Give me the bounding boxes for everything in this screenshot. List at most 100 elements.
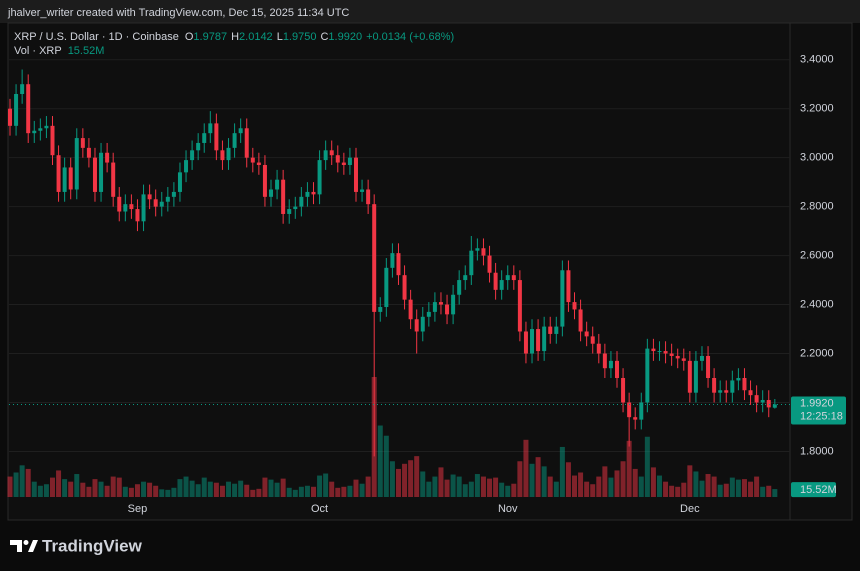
candle-body — [627, 402, 632, 418]
volume-bar — [474, 474, 480, 497]
volume-bar — [590, 484, 596, 497]
volume-bar — [565, 462, 571, 497]
volume-bar — [705, 474, 711, 497]
ohlc-value: 2.0142 — [239, 31, 273, 43]
volume-bar — [644, 436, 650, 497]
candle-body — [287, 209, 292, 214]
volume-value: 15.52M — [68, 45, 105, 57]
candle-body — [730, 380, 735, 393]
candle-body — [645, 348, 650, 403]
volume-bar — [754, 476, 760, 497]
header-bar — [0, 0, 860, 23]
volume-bar — [547, 476, 553, 497]
volume-bar — [43, 484, 49, 497]
candle-body — [517, 280, 522, 332]
candle-body — [712, 378, 717, 393]
ohlc-label: C — [320, 31, 328, 43]
volume-bar — [414, 456, 420, 497]
candle-body — [26, 84, 31, 134]
candle-body — [317, 160, 322, 195]
volume-bar — [462, 484, 468, 497]
candle-body — [196, 142, 201, 151]
candle-body — [699, 355, 704, 361]
volume-bar — [153, 485, 159, 497]
volume-bar — [468, 481, 474, 497]
candle-body — [32, 130, 37, 134]
candle-body — [438, 302, 443, 305]
candle-body — [262, 165, 267, 197]
volume-bar — [614, 470, 620, 497]
volume-bar — [748, 481, 754, 497]
volume-bar — [13, 472, 19, 497]
candle-body — [111, 162, 116, 197]
candle-body — [675, 355, 680, 359]
candle-body — [117, 196, 122, 212]
volume-bar — [529, 463, 535, 497]
volume-bar — [147, 482, 153, 497]
volume-bar — [772, 489, 778, 497]
candle-body — [68, 167, 73, 190]
volume-title: Vol · XRP 15.52M — [14, 45, 104, 57]
volume-bar — [553, 481, 559, 497]
volume-bar — [359, 483, 365, 497]
volume-bar — [80, 482, 86, 497]
volume-bar — [165, 489, 171, 497]
candle-body — [299, 196, 304, 207]
candle-body — [633, 417, 638, 420]
header-text: jhalver_writer created with TradingView.… — [7, 7, 349, 19]
candle-body — [390, 253, 395, 268]
candle-body — [250, 157, 255, 163]
volume-bar — [171, 487, 177, 497]
candle-body — [244, 128, 249, 158]
volume-bar — [626, 440, 632, 497]
volume-bar — [104, 485, 110, 497]
volume-bar — [141, 481, 147, 497]
candle-body — [542, 326, 547, 352]
candle-body — [657, 351, 662, 353]
volume-bar — [389, 461, 395, 497]
candle-body — [693, 360, 698, 393]
volume-bar — [353, 479, 359, 497]
tv-logo: TradingView — [10, 536, 143, 555]
candle-body — [92, 157, 97, 192]
volume-bar — [766, 485, 772, 497]
candle-body — [487, 255, 492, 273]
volume-bar — [663, 481, 669, 497]
volume-bar — [450, 474, 456, 497]
volume-bar — [244, 484, 250, 497]
candle-body — [639, 402, 644, 420]
volume-bar — [717, 484, 723, 497]
volume-bar — [681, 482, 687, 497]
candle-body — [141, 194, 146, 222]
candle-body — [360, 189, 365, 192]
volume-bar — [602, 466, 608, 497]
volume-bar — [74, 474, 80, 497]
candle-body — [184, 160, 189, 173]
x-tick-label: Dec — [680, 503, 700, 515]
volume-bar — [86, 486, 92, 497]
candle-body — [451, 294, 456, 315]
candle-body — [123, 204, 128, 212]
candle-body — [165, 196, 170, 202]
volume-bar — [219, 485, 225, 497]
volume-bar — [656, 475, 662, 497]
volume-bar — [226, 481, 232, 497]
volume-bar — [341, 486, 347, 497]
volume-bar — [62, 479, 68, 497]
volume-bar — [19, 465, 25, 497]
candle-body — [44, 125, 49, 129]
volume-bar — [650, 467, 656, 497]
volume-bar — [250, 489, 256, 497]
candle-body — [8, 108, 12, 126]
candle-body — [238, 128, 243, 134]
candle-body — [220, 150, 225, 161]
volume-bar — [286, 487, 292, 497]
volume-bar — [687, 465, 693, 497]
volume-bar — [347, 485, 353, 497]
ohlc-label: O — [185, 31, 194, 43]
volume-bar — [207, 481, 213, 497]
countdown-label: 12:25:18 — [800, 410, 843, 422]
candle-body — [584, 331, 589, 337]
logo-dot — [23, 540, 29, 545]
